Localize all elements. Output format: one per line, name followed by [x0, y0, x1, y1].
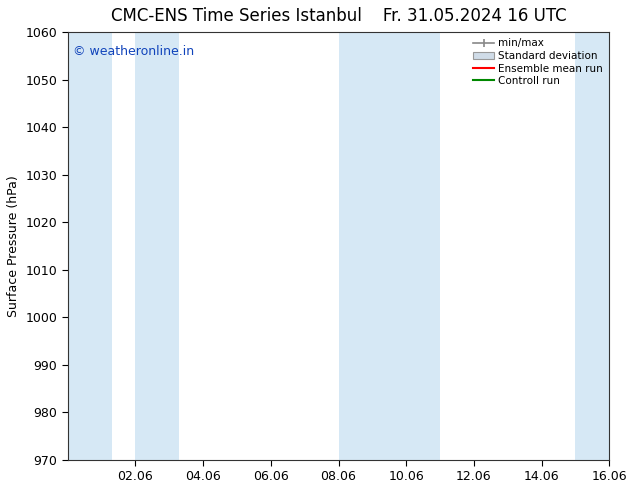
Bar [389, 32, 440, 460]
Bar [576, 32, 609, 460]
Y-axis label: Surface Pressure (hPa): Surface Pressure (hPa) [7, 175, 20, 317]
Legend: min/max, Standard deviation, Ensemble mean run, Controll run: min/max, Standard deviation, Ensemble me… [470, 35, 606, 89]
Title: CMC-ENS Time Series Istanbul    Fr. 31.05.2024 16 UTC: CMC-ENS Time Series Istanbul Fr. 31.05.2… [111, 7, 566, 25]
Bar [339, 32, 389, 460]
Bar [136, 32, 179, 460]
Bar [68, 32, 112, 460]
Text: © weatheronline.in: © weatheronline.in [73, 45, 195, 58]
